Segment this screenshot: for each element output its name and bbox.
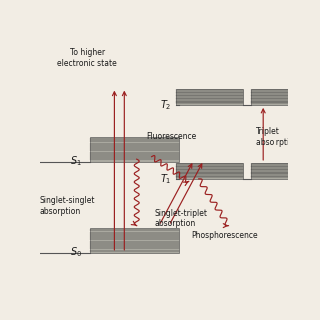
Text: $T_1$: $T_1$	[160, 172, 172, 186]
Text: Triplet
abso rption: Triplet abso rption	[256, 127, 299, 147]
Text: $S_0$: $S_0$	[70, 246, 82, 260]
Bar	[251, 163, 291, 179]
Text: Fluorescence: Fluorescence	[147, 132, 197, 141]
Bar	[176, 163, 243, 179]
Bar	[90, 137, 179, 162]
Text: Phosphorescence: Phosphorescence	[191, 231, 258, 240]
Text: To higher
electronic state: To higher electronic state	[57, 48, 117, 68]
Text: Singlet-triplet
absorption: Singlet-triplet absorption	[154, 209, 207, 228]
Bar	[90, 228, 179, 253]
Bar	[251, 89, 291, 105]
Text: Singlet-singlet
absorption: Singlet-singlet absorption	[40, 196, 95, 216]
Text: $S_1$: $S_1$	[70, 155, 82, 168]
Text: $T_2$: $T_2$	[160, 98, 172, 112]
Bar	[176, 89, 243, 105]
